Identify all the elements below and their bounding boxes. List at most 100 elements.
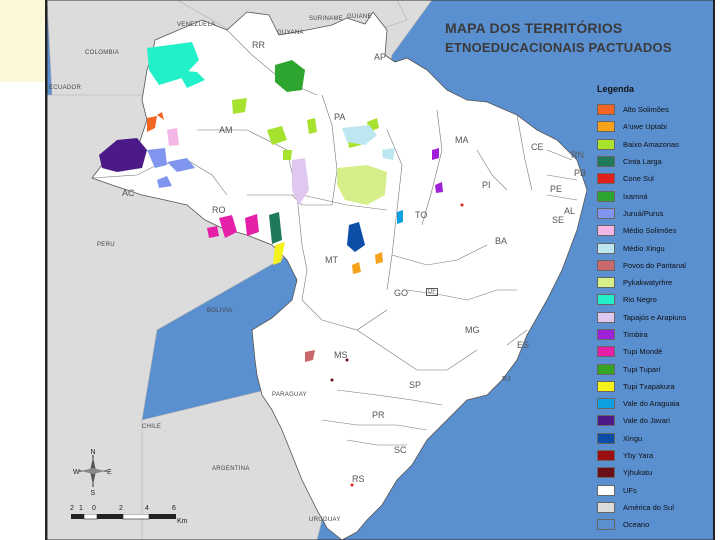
legend-swatch [597, 156, 615, 168]
legend-label: Médio Xingu [623, 243, 665, 253]
legend-item: América do Sul [597, 499, 702, 516]
scale-label-0: 2 [70, 505, 74, 512]
legend-label: Povos do Pantanal [623, 260, 686, 270]
uf-label-to: TO [415, 210, 428, 220]
legend-item: UFs [597, 482, 702, 499]
legend-label: América do Sul [623, 502, 674, 512]
state-borders [91, 29, 578, 446]
legend-swatch [597, 121, 615, 133]
legend-label: Tapajós e Arapiuns [623, 312, 687, 322]
legend-label: Médio Solimões [623, 226, 677, 236]
legend-item: Xingu [597, 430, 702, 447]
territory-vale-javari [99, 138, 147, 172]
compass-n: N [91, 449, 96, 456]
legend-label: Tupi Tuparí [623, 364, 661, 374]
country-label-suriname: SURINAME [309, 16, 344, 22]
country-label-bolivia: BOLIVIA [207, 308, 233, 314]
uf-label-ma: MA [455, 135, 469, 145]
uf-label-mt: MT [325, 255, 338, 265]
legend-swatch [597, 415, 615, 427]
legend-swatch [597, 225, 615, 237]
legend-swatch [597, 294, 615, 306]
compass-s: S [91, 490, 96, 495]
uf-label-rr: RR [252, 40, 265, 50]
legend-title: Legenda [597, 84, 635, 94]
legend-label: Cinta Larga [623, 157, 662, 167]
legend-item: A'uwe Uptabi [597, 118, 702, 135]
uf-label-al: AL [564, 206, 576, 216]
country-label-colombia: COLOMBIA [85, 50, 120, 56]
country-label-uruguay: URUGUAY [309, 517, 341, 523]
country-label-guiane: GUIANE [347, 14, 372, 20]
legend-label: Juruá/Purus [623, 208, 664, 218]
uf-label-mg: MG [465, 325, 480, 335]
territory-pykakwatyrhre [337, 165, 387, 205]
legend-label: Ixamná [623, 191, 648, 201]
uf-label-ms: MS [334, 350, 348, 360]
legend-swatch [597, 346, 615, 358]
scale-label-3: 2 [119, 505, 123, 512]
uf-label-pr: PR [372, 410, 385, 420]
legend-label: Yby Yara [623, 451, 654, 461]
country-label-argentina: ARGENTINA [212, 466, 250, 472]
legend-label: UFs [623, 485, 637, 495]
map-title-line-2: ETNOEDUCACIONAIS PACTUADOS [445, 40, 672, 55]
legend-label: Vale do Araguaia [623, 399, 680, 409]
legend-swatch [597, 519, 615, 531]
compass-w: W [73, 469, 80, 476]
legend-swatch [597, 138, 615, 150]
legend: Legenda Alto Solimões A'uwe Uptabi Baixo A… [597, 82, 702, 532]
legend-swatch [597, 380, 615, 392]
uf-label-sc: SC [394, 445, 407, 455]
legend-item: Tupi Txapakura [597, 378, 702, 395]
legend-label: Oceano [623, 520, 650, 530]
legend-label: Tupi Txapakura [623, 381, 675, 391]
uf-label-ce: CE [531, 142, 544, 152]
legend-swatch [597, 190, 615, 202]
legend-item: Oceano [597, 516, 702, 533]
uf-label-go: GO [394, 288, 409, 298]
legend-label: Rio Negro [623, 295, 657, 305]
legend-item: Tupi Mondé [597, 343, 702, 360]
country-label-ecuador: ECUADOR [49, 85, 82, 91]
legend-swatch [597, 277, 615, 289]
legend-swatch [597, 363, 615, 375]
uf-label-es: ES [517, 340, 530, 350]
legend-label: Pykakwatyrhre [623, 278, 673, 288]
legend-swatch [597, 259, 615, 271]
scale-label-4: 4 [145, 505, 149, 512]
country-label-guyana: GUYANA [277, 30, 304, 36]
legend-item: Médio Solimões [597, 222, 702, 239]
legend-label: Vale do Javari [623, 416, 670, 426]
legend-label: Xingu [623, 433, 643, 443]
legend-swatch [597, 467, 615, 479]
uf-label-rn: RN [571, 150, 584, 160]
scale-bar: 2 1 0 2 4 6 Km [67, 505, 197, 530]
legend-item: Baixo Amazonas [597, 136, 702, 153]
legend-label: Alto Solimões [623, 105, 669, 115]
legend-swatch [597, 173, 615, 185]
uf-label-pi: PI [482, 180, 491, 190]
legend-item: Rio Negro [597, 291, 702, 308]
scale-label-5: 6 [172, 505, 176, 512]
legend-item: Alto Solimões [597, 101, 702, 118]
legend-item: Povos do Pantanal [597, 257, 702, 274]
scale-bar-graphic [71, 514, 176, 520]
country-label-venezuela: VENEZUELA [177, 22, 216, 28]
uf-label-pa: PA [334, 112, 346, 122]
country-label-peru: PERU [97, 242, 115, 248]
legend-label: Timbira [623, 330, 648, 339]
territory-patches [99, 42, 464, 487]
uf-label-ac: AC [122, 188, 135, 198]
legend-item: Tapajós e Arapiuns [597, 309, 702, 326]
country-label-paraguay: PARAGUAY [272, 392, 307, 398]
brazil-land [91, 11, 588, 540]
legend-item: Pykakwatyrhre [597, 274, 702, 291]
legend-swatch [597, 484, 615, 496]
uf-label-ba: BA [495, 236, 508, 246]
country-label-chile: CHILE [142, 424, 162, 430]
uf-label-rs: RS [352, 474, 365, 484]
legend-item: Vale do Javari [597, 412, 702, 429]
legend-item: Tupi Tuparí [597, 360, 702, 377]
legend-label: Baixo Amazonas [623, 139, 679, 149]
